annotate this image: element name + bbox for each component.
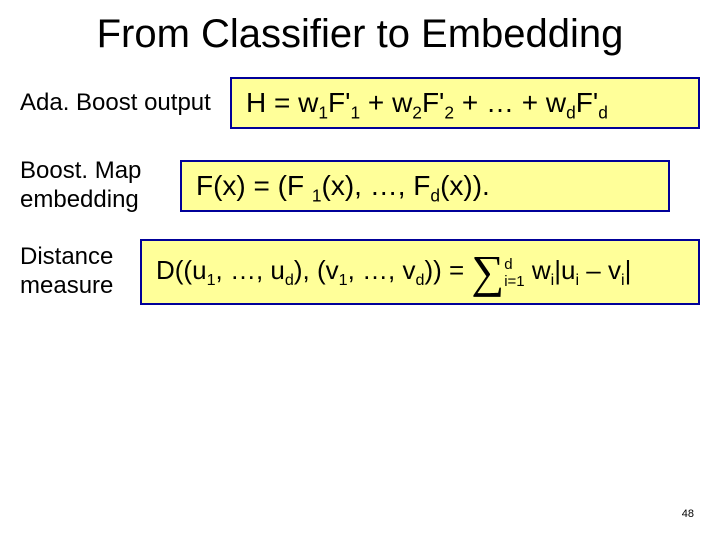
label-boostmap: Boost. Map embedding [20,157,180,215]
formula-distance: D((u1, …, ud), (v1, …, vd)) = ∑di=1 wi|u… [140,239,700,305]
sigma-bounds: di=1 [504,257,524,290]
row-boostmap: Boost. Map embedding F(x) = (F 1(x), …, … [0,157,720,215]
label-adaboost: Ada. Boost output [20,89,230,118]
row-adaboost: Ada. Boost output H = w1F'1 + w2F'2 + … … [0,77,720,129]
formula-adaboost: H = w1F'1 + w2F'2 + … + wdF'd [230,77,700,129]
row-distance: Distance measure D((u1, …, ud), (v1, …, … [0,239,720,305]
page-number: 48 [682,508,694,520]
formula-boostmap: F(x) = (F 1(x), …, Fd(x)). [180,160,670,212]
slide-title: From Classifier to Embedding [0,0,720,77]
sigma-icon: ∑ [471,249,504,295]
label-distance: Distance measure [20,243,140,301]
